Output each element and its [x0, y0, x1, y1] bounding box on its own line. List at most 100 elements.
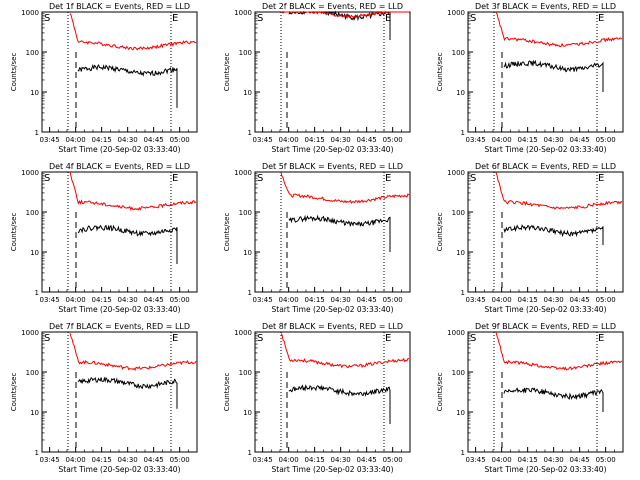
x-tick-label: 04:00	[279, 296, 299, 304]
plot-frame	[254, 171, 411, 293]
x-tick-label: 03:45	[466, 456, 486, 464]
y-tick-label: 100	[452, 369, 465, 377]
chart-panel-8: Det 8f BLACK = Events, RED = LLD 1 10 100 10…	[223, 322, 411, 474]
y-tick-label: 100	[452, 49, 465, 57]
x-tick-label: 04:45	[144, 136, 164, 144]
y-tick-label: 100	[239, 369, 252, 377]
x-tick-label: 04:00	[66, 296, 86, 304]
x-tick-label: 04:30	[118, 456, 138, 464]
events-series-line	[288, 384, 391, 424]
x-axis-label: Start Time (20-Sep-02 03:33:40)	[485, 145, 607, 154]
start-marker-label: S	[44, 333, 50, 344]
y-tick-label: 1	[248, 449, 252, 457]
lld-series-line	[280, 333, 410, 369]
y-tick-label: 10	[456, 409, 465, 417]
events-series-line	[503, 387, 604, 412]
x-tick-label: 04:45	[357, 456, 377, 464]
x-tick-label: 05:00	[170, 136, 190, 144]
y-tick-label: 1000	[234, 329, 252, 337]
start-marker-label: S	[257, 173, 263, 184]
chart-title: Det 9f BLACK = Events, RED = LLD	[475, 322, 616, 331]
x-tick-label: 04:15	[92, 456, 112, 464]
x-tick-label: 04:30	[118, 136, 138, 144]
x-tick-label: 04:15	[518, 456, 538, 464]
x-axis-label: Start Time (20-Sep-02 03:33:40)	[485, 305, 607, 314]
x-tick-label: 03:45	[253, 136, 273, 144]
x-tick-label: 05:00	[596, 456, 616, 464]
lld-series-line	[280, 11, 409, 20]
x-tick-label: 04:15	[305, 456, 325, 464]
y-tick-label: 10	[30, 409, 39, 417]
start-marker-label: S	[44, 173, 50, 184]
y-axis-label: Counts/sec	[223, 373, 231, 412]
y-tick-label: 100	[26, 49, 39, 57]
y-axis-label: Counts/sec	[223, 213, 231, 252]
events-series-line	[288, 214, 391, 252]
x-axis-label: Start Time (20-Sep-02 03:33:40)	[59, 305, 181, 314]
x-tick-label: 04:45	[570, 136, 590, 144]
y-axis-label: Counts/sec	[436, 213, 444, 252]
start-marker-label: S	[257, 13, 263, 24]
chart-panel-7: Det 7f BLACK = Events, RED = LLD 1 10 100 10…	[10, 322, 198, 474]
x-tick-label: 03:45	[466, 296, 486, 304]
start-marker-label: S	[470, 173, 476, 184]
end-marker-label: E	[172, 333, 178, 344]
y-axis-label: Counts/sec	[10, 213, 18, 252]
y-tick-label: 1000	[21, 329, 39, 337]
y-tick-label: 1000	[234, 9, 252, 17]
y-axis-label: Counts/sec	[10, 53, 18, 92]
plot-frame	[41, 11, 198, 133]
chart-title: Det 3f BLACK = Events, RED = LLD	[475, 2, 616, 11]
x-tick-label: 04:30	[118, 296, 138, 304]
chart-panel-1: Det 1f BLACK = Events, RED = LLD 1 10 100 10…	[10, 2, 198, 154]
x-tick-label: 04:30	[544, 456, 564, 464]
y-axis-label: Counts/sec	[10, 373, 18, 412]
chart-title: Det 1f BLACK = Events, RED = LLD	[49, 2, 190, 11]
x-tick-label: 04:45	[357, 136, 377, 144]
y-tick-label: 100	[452, 209, 465, 217]
x-tick-label: 04:15	[518, 136, 538, 144]
x-tick-label: 03:45	[466, 136, 486, 144]
y-tick-label: 1000	[234, 169, 252, 177]
start-marker-label: S	[257, 333, 263, 344]
end-marker-label: E	[598, 173, 604, 184]
x-tick-label: 05:00	[596, 296, 616, 304]
x-tick-label: 04:00	[279, 136, 299, 144]
x-tick-label: 04:45	[570, 456, 590, 464]
y-tick-label: 10	[243, 409, 252, 417]
x-tick-label: 03:45	[40, 296, 60, 304]
x-tick-label: 03:45	[40, 456, 60, 464]
x-tick-label: 03:45	[253, 456, 273, 464]
end-marker-label: E	[598, 13, 604, 24]
x-axis-label: Start Time (20-Sep-02 03:33:40)	[59, 465, 181, 474]
x-axis-label: Start Time (20-Sep-02 03:33:40)	[485, 465, 607, 474]
events-series-line	[503, 59, 604, 92]
x-tick-label: 04:15	[518, 296, 538, 304]
x-tick-label: 04:00	[66, 136, 86, 144]
y-axis-label: Counts/sec	[436, 53, 444, 92]
plot-frame	[41, 331, 198, 453]
chart-panel-2: Det 2f BLACK = Events, RED = LLD 1 10 100 10…	[223, 2, 411, 154]
y-tick-label: 10	[456, 249, 465, 257]
chart-panel-5: Det 5f BLACK = Events, RED = LLD 1 10 100 10…	[223, 162, 411, 314]
y-tick-label: 1	[461, 129, 465, 137]
y-tick-label: 10	[30, 249, 39, 257]
y-tick-label: 1000	[21, 9, 39, 17]
y-tick-label: 100	[26, 209, 39, 217]
y-tick-label: 1000	[447, 169, 465, 177]
plot-frame	[467, 331, 624, 453]
x-tick-label: 04:00	[492, 136, 512, 144]
y-tick-label: 1	[461, 449, 465, 457]
lld-series-line	[495, 331, 623, 371]
y-tick-label: 1000	[21, 169, 39, 177]
chart-panel-9: Det 9f BLACK = Events, RED = LLD 1 10 100 10…	[436, 322, 624, 474]
lld-series-line	[69, 13, 197, 51]
events-series-line	[77, 224, 178, 264]
end-marker-label: E	[598, 333, 604, 344]
events-series-line	[77, 376, 178, 409]
x-tick-label: 04:00	[66, 456, 86, 464]
plot-frame	[41, 171, 198, 293]
x-tick-label: 04:00	[492, 296, 512, 304]
y-tick-label: 100	[239, 209, 252, 217]
